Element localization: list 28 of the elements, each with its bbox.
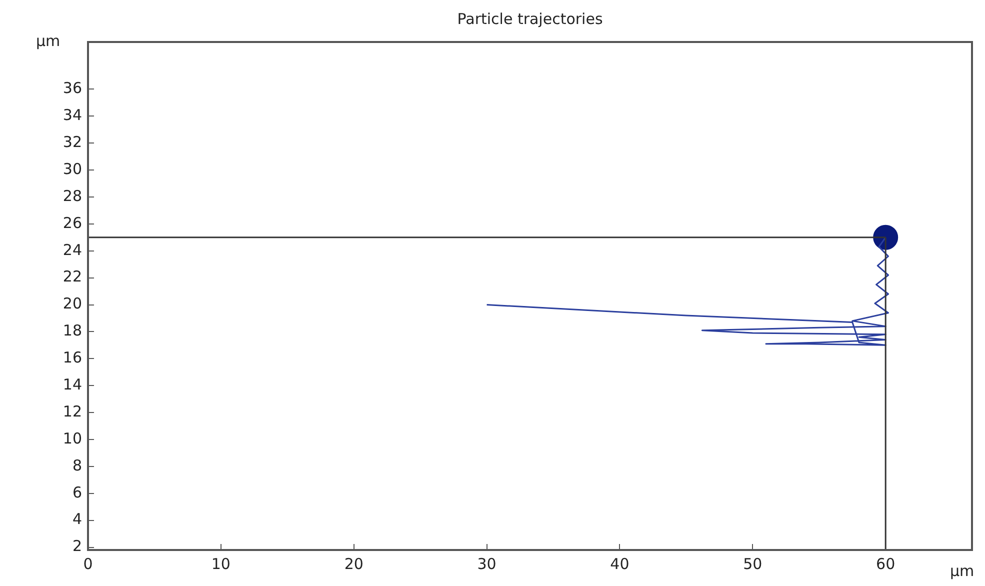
y-tick-label: 32 [62,132,82,151]
x-tick-label: 50 [743,554,762,573]
y-tick-label: 2 [72,537,82,556]
x-tick-label: 0 [83,554,93,573]
y-tick-label: 22 [62,268,82,286]
y-tick-label: 8 [72,456,82,474]
x-tick-label: 40 [610,554,630,573]
y-tick-label: 18 [62,322,82,340]
y-tick-label: 16 [62,348,82,367]
y-tick-label: 24 [62,240,82,259]
y-tick-label: 34 [62,106,82,124]
y-tick-label: 30 [62,160,82,178]
x-tick-label: 30 [477,554,496,573]
x-tick-label: 20 [344,554,364,573]
x-tick-label: 60 [876,554,896,573]
y-tick-label: 14 [62,376,82,394]
x-axis-title: μm [950,562,974,580]
y-tick-label: 36 [62,79,82,98]
y-tick-label: 10 [62,429,82,448]
y-tick-label: 28 [62,186,82,205]
y-tick-label: 12 [62,402,82,420]
chart-title: Particle trajectories [457,10,603,28]
x-tick-label: 10 [211,554,230,573]
y-tick-label: 4 [72,510,82,528]
y-tick-label: 20 [62,294,82,313]
y-axis-title: μm [36,32,60,50]
y-tick-label: 6 [72,483,82,502]
y-tick-label: 26 [62,214,82,232]
